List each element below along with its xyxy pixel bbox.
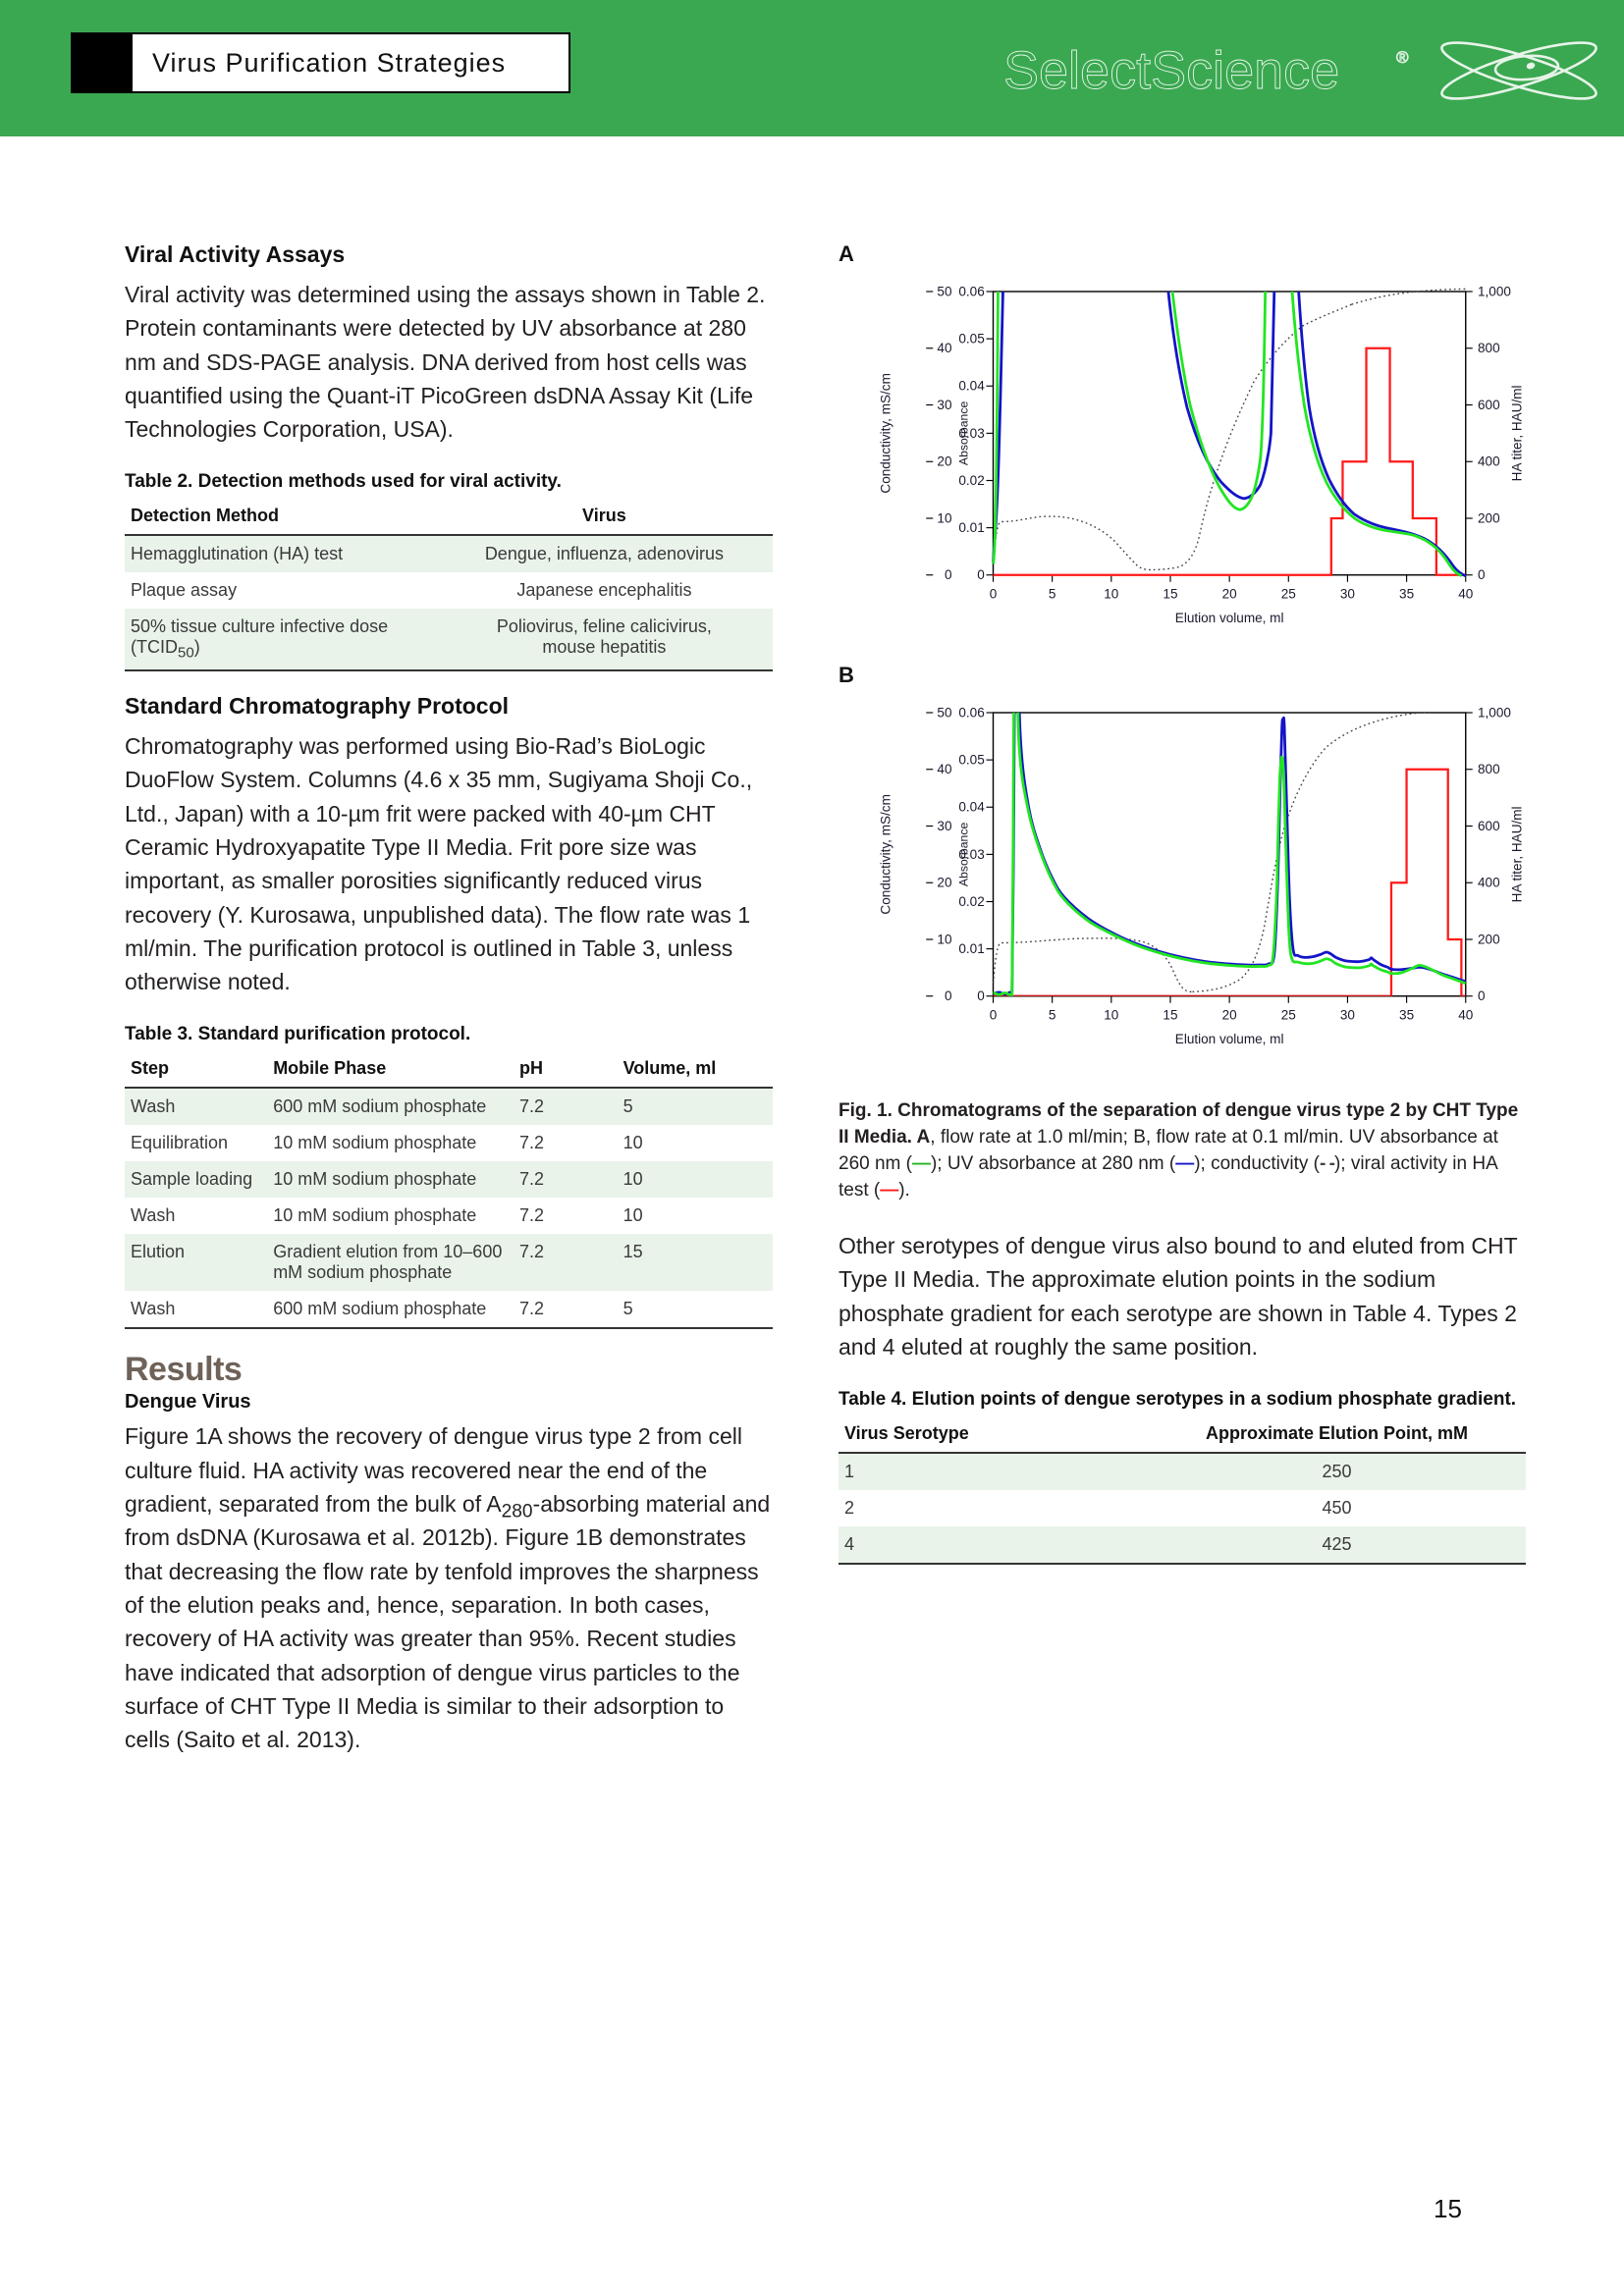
svg-text:200: 200 xyxy=(1478,932,1500,946)
svg-text:0.06: 0.06 xyxy=(958,705,984,720)
svg-text:40: 40 xyxy=(1458,586,1473,601)
svg-text:600: 600 xyxy=(1478,819,1500,833)
svg-text:15: 15 xyxy=(1163,586,1177,601)
svg-text:30: 30 xyxy=(1340,1007,1355,1022)
svg-text:10: 10 xyxy=(937,510,951,525)
svg-text:35: 35 xyxy=(1399,1007,1414,1022)
svg-text:40: 40 xyxy=(937,341,951,355)
svg-text:®: ® xyxy=(1396,48,1409,67)
svg-text:400: 400 xyxy=(1478,454,1500,469)
svg-text:Elution volume, ml: Elution volume, ml xyxy=(1175,611,1284,625)
svg-text:0: 0 xyxy=(977,567,985,582)
svg-text:30: 30 xyxy=(1340,586,1355,601)
svg-text:Absorbance: Absorbance xyxy=(956,401,970,466)
svg-text:10: 10 xyxy=(1104,1007,1118,1022)
svg-text:20: 20 xyxy=(937,876,951,890)
svg-text:Conductivity, mS/cm: Conductivity, mS/cm xyxy=(879,794,893,914)
svg-text:0.05: 0.05 xyxy=(958,332,984,347)
svg-text:50: 50 xyxy=(937,284,951,298)
svg-text:0: 0 xyxy=(977,988,985,1003)
svg-text:0: 0 xyxy=(1478,567,1486,582)
svg-text:5: 5 xyxy=(1049,586,1056,601)
svg-text:20: 20 xyxy=(1222,1007,1237,1022)
svg-text:0: 0 xyxy=(945,988,952,1003)
svg-text:5: 5 xyxy=(1049,1007,1056,1022)
svg-text:400: 400 xyxy=(1478,876,1500,890)
svg-text:HA titer, HAU/ml: HA titer, HAU/ml xyxy=(1510,806,1525,902)
svg-text:Absorbance: Absorbance xyxy=(956,823,970,887)
svg-text:30: 30 xyxy=(937,398,951,412)
svg-text:0.01: 0.01 xyxy=(958,941,984,956)
svg-text:0.04: 0.04 xyxy=(958,800,985,815)
svg-text:1,000: 1,000 xyxy=(1478,284,1511,298)
svg-text:800: 800 xyxy=(1478,762,1500,776)
svg-text:50: 50 xyxy=(937,705,951,720)
svg-text:20: 20 xyxy=(937,454,951,469)
svg-text:0.02: 0.02 xyxy=(958,894,984,909)
svg-text:30: 30 xyxy=(937,819,951,833)
svg-text:20: 20 xyxy=(1222,586,1237,601)
svg-text:0: 0 xyxy=(990,586,998,601)
svg-text:10: 10 xyxy=(937,932,951,946)
svg-text:35: 35 xyxy=(1399,586,1414,601)
svg-text:0.02: 0.02 xyxy=(958,473,984,488)
svg-text:0.06: 0.06 xyxy=(958,284,984,298)
svg-text:600: 600 xyxy=(1478,398,1500,412)
svg-text:25: 25 xyxy=(1281,1007,1296,1022)
svg-text:200: 200 xyxy=(1478,510,1500,525)
svg-text:1,000: 1,000 xyxy=(1478,705,1511,720)
svg-text:40: 40 xyxy=(937,762,951,776)
svg-text:Elution volume, ml: Elution volume, ml xyxy=(1175,1032,1284,1046)
svg-text:40: 40 xyxy=(1458,1007,1473,1022)
svg-text:SelectScience: SelectScience xyxy=(1003,41,1339,100)
svg-text:0: 0 xyxy=(945,567,952,582)
svg-text:10: 10 xyxy=(1104,586,1118,601)
svg-text:0.01: 0.01 xyxy=(958,520,984,535)
svg-text:25: 25 xyxy=(1281,586,1296,601)
svg-text:0: 0 xyxy=(1478,988,1486,1003)
svg-text:15: 15 xyxy=(1163,1007,1177,1022)
svg-text:0.05: 0.05 xyxy=(958,753,984,768)
svg-text:0: 0 xyxy=(990,1007,998,1022)
svg-text:HA titer, HAU/ml: HA titer, HAU/ml xyxy=(1510,385,1525,481)
svg-text:Conductivity, mS/cm: Conductivity, mS/cm xyxy=(879,373,893,493)
svg-text:0.04: 0.04 xyxy=(958,379,985,394)
svg-text:800: 800 xyxy=(1478,341,1500,355)
